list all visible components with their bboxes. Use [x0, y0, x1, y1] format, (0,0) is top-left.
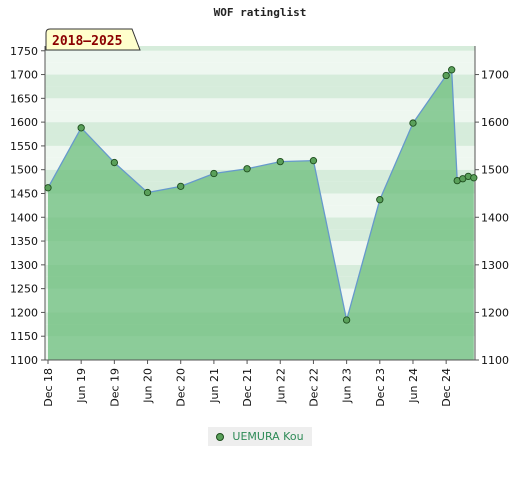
legend-marker-icon: [216, 432, 225, 441]
badge-label: 2018–2025: [52, 34, 122, 49]
grid-band: [45, 134, 475, 146]
y-tick-label: 1700: [10, 69, 38, 82]
y-tick-label: 1500: [10, 164, 38, 177]
data-point: [342, 316, 351, 324]
grid-band: [45, 110, 475, 123]
x-tick-label: Dec 18: [42, 368, 55, 407]
data-point: [210, 169, 218, 178]
x-tick-label: Dec 20: [175, 368, 188, 407]
x-tick-label: Dec 21: [241, 368, 254, 407]
data-point: [376, 196, 384, 204]
x-tick-label: Jun 22: [274, 368, 287, 404]
data-point: [177, 182, 185, 190]
data-point: [44, 184, 52, 192]
chart-title: WOF ratinglist: [213, 6, 307, 19]
x-tick-label: Jun 21: [208, 368, 221, 404]
x-tick-label: Dec 22: [307, 368, 320, 407]
legend-label: UEMURA Kou: [232, 430, 304, 443]
data-point: [77, 124, 85, 132]
grid-band: [45, 145, 475, 158]
x-tick-label: Jun 20: [142, 368, 155, 404]
y-tick-label: 1300: [10, 259, 38, 272]
y-tick-label: 1100: [481, 354, 509, 367]
x-tick-label: Dec 23: [374, 368, 387, 407]
y-tick-label: 1250: [10, 283, 38, 296]
x-tick-label: Dec 19: [108, 368, 121, 407]
y-tick-label: 1600: [481, 116, 509, 129]
data-point: [309, 157, 318, 165]
data-point: [143, 188, 152, 197]
badge-box: [45, 28, 141, 51]
data-point: [110, 158, 119, 167]
y-axis-left: 1100 1150 1200 1250 1300 1350 1400 1450 1500 1550…: [10, 45, 45, 367]
data-point: [448, 66, 456, 74]
grid-band: [45, 98, 475, 111]
y-tick-label: 1450: [10, 187, 38, 200]
grid-band: [45, 62, 475, 75]
y-tick-label: 1100: [10, 354, 38, 367]
y-tick-label: 1400: [481, 211, 509, 224]
y-tick-label: 1200: [481, 306, 509, 319]
x-tick-label: Jun 23: [341, 368, 354, 404]
x-tick-label: Jun 24: [407, 368, 420, 404]
y-tick-label: 1150: [10, 330, 38, 343]
data-point: [243, 165, 251, 173]
y-tick-label: 1350: [10, 235, 38, 248]
period-badge: 2018–2025: [45, 28, 141, 51]
x-tick-label: Jun 19: [75, 368, 88, 404]
data-point: [442, 71, 450, 80]
grid-band: [45, 86, 475, 99]
y-tick-label: 1650: [10, 92, 38, 105]
y-tick-label: 1300: [481, 259, 509, 272]
y-tick-label: 1750: [10, 45, 38, 58]
grid-band: [45, 157, 475, 170]
y-tick-label: 1700: [481, 69, 509, 82]
grid-band: [45, 46, 475, 51]
data-point: [409, 119, 417, 127]
x-tick-label: Dec 24: [440, 368, 453, 407]
y-axis-right: 1100 1200 1300 1400 1500 1600 1700: [475, 69, 509, 367]
grid-band: [45, 50, 475, 63]
grid-band: [45, 74, 475, 87]
y-tick-label: 1500: [481, 164, 509, 177]
rating-area: [48, 69, 474, 361]
data-point: [470, 174, 478, 182]
data-point: [276, 157, 284, 166]
y-tick-label: 1200: [10, 306, 38, 319]
markers-layer: [44, 66, 478, 324]
y-tick-label: 1550: [10, 140, 38, 153]
x-axis: Dec 18 Jun 19 Dec 19 Jun 20 Dec 20 Jun 21 Dec …: [42, 360, 453, 407]
legend: UEMURA Kou: [208, 427, 312, 446]
grid-band: [45, 122, 475, 135]
y-tick-label: 1400: [10, 211, 38, 224]
y-tick-label: 1600: [10, 116, 38, 129]
